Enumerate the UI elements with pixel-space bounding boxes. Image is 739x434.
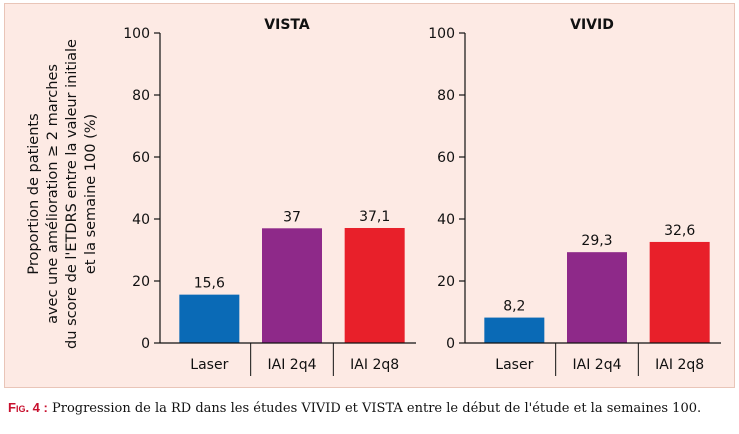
- y-tick-label: 20: [132, 274, 150, 290]
- x-tick-label: Laser: [190, 357, 228, 373]
- caption-text: Progression de la RD dans les études VIV…: [47, 401, 702, 416]
- x-tick-label: IAI 2q4: [573, 357, 622, 373]
- y-axis-label-line-1: Proportion de patients: [26, 113, 42, 274]
- y-tick-label: 40: [132, 212, 150, 228]
- y-tick-label: 40: [437, 212, 455, 228]
- figure-caption: Fig. 4 : Progression de la RD dans les é…: [8, 400, 732, 416]
- data-label: 37,1: [359, 209, 390, 225]
- y-axis-label-line-2: avec une amélioration ≥ 2 marches: [45, 64, 61, 324]
- y-tick-label: 60: [437, 150, 455, 166]
- bar-vivid-2: [567, 252, 627, 343]
- x-tick-label: IAI 2q4: [268, 357, 317, 373]
- bar-vivid-1: [484, 317, 545, 343]
- data-label: 29,3: [581, 233, 612, 249]
- y-tick-label: 0: [141, 336, 150, 352]
- x-tick-label: IAI 2q8: [350, 357, 399, 373]
- y-axis-label-line-4: et la semaine 100 (%): [83, 114, 99, 274]
- data-label: 37: [283, 209, 301, 225]
- y-tick-label: 80: [437, 88, 455, 104]
- y-tick-label: 0: [446, 336, 455, 352]
- bar-vista-2: [262, 228, 322, 343]
- data-label: 32,6: [664, 223, 695, 239]
- x-tick-label: IAI 2q8: [655, 357, 704, 373]
- data-label: 15,6: [194, 276, 225, 292]
- y-tick-label: 100: [428, 26, 455, 42]
- bar-vista-3: [344, 227, 405, 343]
- y-tick-label: 60: [132, 150, 150, 166]
- bar-vista-1: [179, 294, 240, 343]
- y-axis-label-line-3: du score de l'ETDRS entre la valeur init…: [64, 39, 80, 349]
- chart-panel-vivid: 0 20 40 60 80 100 VIVID 8,2 Laser 29,3 IAI 2q4 32,6…: [428, 17, 721, 376]
- chart-title-vivid: VIVID: [570, 17, 614, 33]
- x-tick-label: Laser: [495, 357, 533, 373]
- figure-panel: Proportion de patients avec une améliora…: [4, 3, 735, 388]
- data-label: 8,2: [503, 299, 525, 315]
- caption-label: Fig. 4 :: [8, 400, 48, 415]
- bar-vivid-3: [649, 241, 710, 343]
- y-tick-label: 20: [437, 274, 455, 290]
- chart-title-vista: VISTA: [264, 17, 310, 33]
- y-tick-label: 100: [123, 26, 150, 42]
- y-tick-label: 80: [132, 88, 150, 104]
- chart-panel-vista: 0 20 40 60 80 100 VISTA 15,6 Laser 37 IAI 2q4 37,1 I…: [123, 17, 416, 376]
- chart-area: Proportion de patients avec une améliora…: [26, 17, 721, 376]
